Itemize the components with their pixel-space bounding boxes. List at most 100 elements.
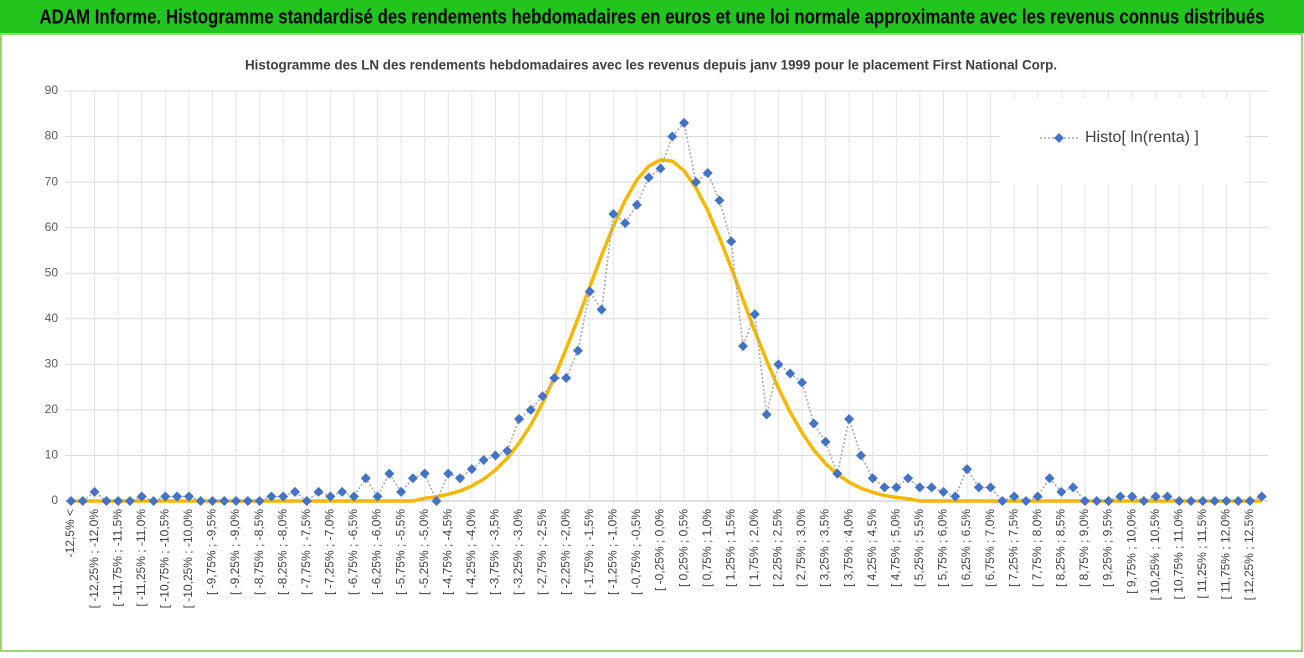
- data-point: [1020, 496, 1031, 506]
- normal-curve: [71, 158, 1262, 503]
- data-point: [631, 199, 642, 210]
- x-tick-label: [ -10,25% ; -10,0%: [181, 509, 195, 609]
- data-point: [1103, 496, 1114, 506]
- data-point: [572, 345, 583, 356]
- data-point: [773, 359, 784, 370]
- data-point: [183, 491, 194, 502]
- data-point: [1068, 482, 1079, 493]
- x-tick-label: [ -7,75% ; -7,5%: [299, 509, 313, 595]
- x-tick-label: [ 5,25% ; 5,5%: [912, 509, 926, 587]
- data-point: [455, 473, 466, 484]
- data-point: [290, 486, 301, 497]
- x-tick-label: [ -6,25% ; -6,0%: [370, 509, 384, 595]
- x-tick-label: [ -2,75% ; -2,5%: [535, 509, 549, 595]
- data-point: [1009, 491, 1020, 502]
- data-point: [431, 496, 442, 506]
- x-tick-label: [ -5,25% ; -5,0%: [417, 509, 431, 595]
- x-tick-label: [ 3,75% ; 4,0%: [841, 509, 855, 587]
- chart-title: Histogramme des LN des rendements hebdom…: [245, 57, 1057, 73]
- data-point: [561, 373, 572, 383]
- data-point: [136, 491, 147, 502]
- data-point: [301, 496, 312, 506]
- x-tick-label: [ 6,25% ; 6,5%: [959, 509, 973, 587]
- x-tick-label: [ -9,25% ; -9,0%: [228, 509, 242, 595]
- x-tick-label: [ -1,25% ; -1,0%: [606, 509, 620, 595]
- data-point: [726, 236, 737, 247]
- x-tick-label: [ -8,75% ; -8,5%: [252, 509, 266, 595]
- data-point: [254, 496, 265, 506]
- data-point: [372, 491, 383, 502]
- x-tick-label: [ 7,25% ; 7,5%: [1006, 509, 1020, 587]
- data-point: [124, 496, 135, 506]
- y-tick-label: 20: [45, 402, 59, 416]
- data-point: [419, 468, 430, 479]
- x-tick-label: [ 3,25% ; 3,5%: [818, 509, 832, 587]
- data-point: [1115, 491, 1126, 502]
- x-tick-label: [ 1,25% ; 1,5%: [723, 509, 737, 587]
- data-point: [396, 486, 407, 497]
- data-point: [914, 482, 925, 493]
- data-point: [785, 368, 796, 379]
- y-tick-label: 60: [45, 220, 59, 234]
- data-point: [1150, 491, 1161, 502]
- x-tick-label: [ 9,25% ; 9,5%: [1101, 509, 1115, 587]
- data-point: [490, 450, 501, 461]
- x-tick-label: [ -0,75% ; -0,5%: [629, 509, 643, 595]
- page-title: ADAM Informe. Histogramme standardisé de…: [40, 6, 1265, 28]
- data-point: [502, 445, 513, 456]
- x-tick-label: [ -7,25% ; -7,0%: [323, 509, 337, 595]
- x-tick-label: [ -11,25% ; -11,0%: [134, 509, 148, 607]
- data-point: [891, 482, 902, 493]
- x-tick-label: [ 2,25% ; 2,5%: [771, 509, 785, 587]
- legend-marker: [1054, 133, 1064, 143]
- data-point: [407, 473, 418, 484]
- data-point: [643, 172, 654, 183]
- x-tick-label: [ 11,75% ; 12,0%: [1219, 509, 1233, 600]
- data-point: [537, 391, 548, 402]
- y-tick-label: 30: [45, 357, 59, 371]
- x-tick-label: [ 4,75% ; 5,0%: [888, 509, 902, 587]
- x-tick-label: [ -3,25% ; -3,0%: [511, 509, 525, 595]
- data-point: [337, 486, 348, 497]
- data-point: [195, 496, 206, 506]
- x-tick-label: [ -12,25% ; -12,0%: [87, 509, 101, 609]
- data-point: [796, 377, 807, 388]
- data-point: [443, 468, 454, 479]
- data-point: [1233, 496, 1244, 506]
- data-point: [1256, 491, 1267, 502]
- data-point: [101, 496, 112, 506]
- legend-box: [1000, 98, 1245, 184]
- x-tick-label: [ 8,25% ; 8,5%: [1054, 509, 1068, 587]
- data-point: [655, 163, 666, 174]
- data-point: [844, 414, 855, 424]
- x-tick-label: -12,5% <: [63, 509, 77, 557]
- x-tick-label: [ 6,75% ; 7,0%: [983, 509, 997, 587]
- x-tick-label: [ -1,75% ; -1,5%: [582, 509, 596, 595]
- title-banner: [0, 0, 1304, 33]
- data-point: [903, 473, 914, 484]
- data-point: [525, 404, 536, 415]
- data-point: [242, 496, 253, 506]
- data-point: [973, 482, 984, 493]
- data-point: [1044, 473, 1055, 484]
- data-point: [66, 496, 76, 506]
- data-point: [384, 468, 395, 479]
- data-point: [962, 464, 973, 475]
- data-point: [879, 482, 890, 493]
- data-point: [1056, 486, 1067, 497]
- data-point: [478, 455, 489, 465]
- data-point: [596, 304, 607, 315]
- x-tick-label: [ -4,75% ; -4,5%: [440, 509, 454, 595]
- data-point: [926, 482, 937, 493]
- x-tick-label: [ 10,25% ; 10,5%: [1148, 509, 1162, 601]
- x-tick-label: [ 0,25% ; 0,5%: [676, 509, 690, 587]
- data-point: [738, 341, 749, 352]
- x-tick-label: [ -10,75% ; -10,5%: [157, 509, 171, 609]
- x-tick-label: [ -4,25% ; -4,0%: [464, 509, 478, 595]
- x-tick-label: [ -11,75% ; -11,5%: [110, 509, 124, 607]
- data-point: [1127, 491, 1138, 502]
- data-point: [1221, 496, 1232, 506]
- x-tick-label: [ 7,75% ; 8,0%: [1030, 509, 1044, 587]
- data-point: [348, 491, 359, 502]
- data-point: [549, 373, 560, 383]
